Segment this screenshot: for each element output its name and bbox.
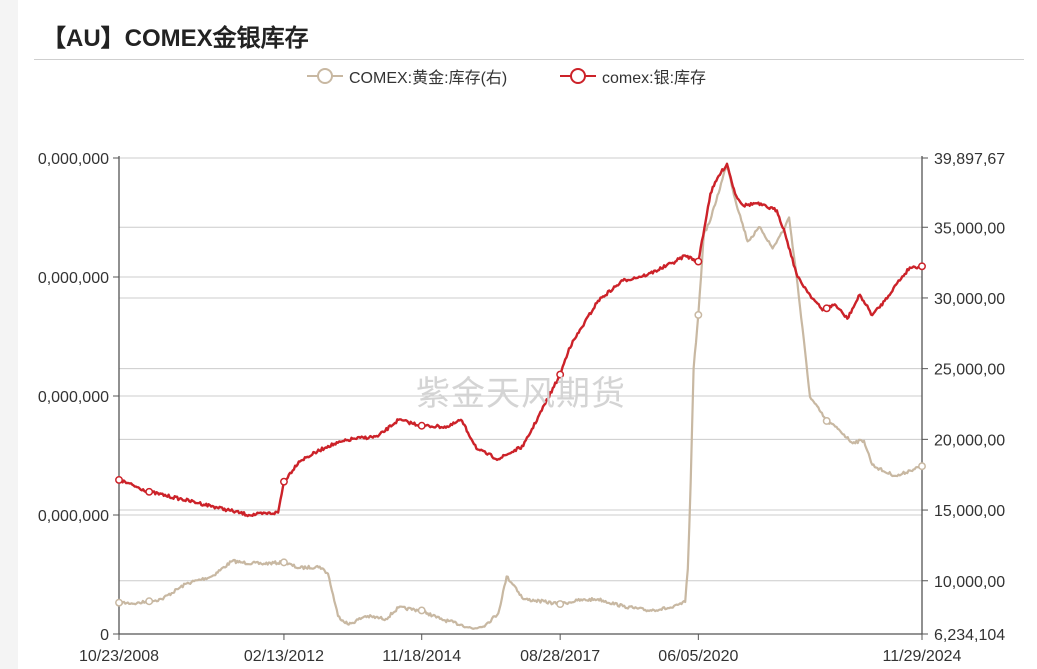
y-right-tick-label: 10,000,00 [934,574,1005,591]
y-left-tick-label: 0,000,000 [38,151,109,168]
marker-gold [822,417,831,425]
chart-panel [18,0,1037,669]
legend-silver-symbol [560,64,596,88]
marker-gold [918,462,926,471]
y-left-tick-label: 0,000,000 [38,389,109,406]
grid-left [119,157,922,516]
y-right-tick-label: 35,000,00 [934,220,1005,237]
chart-title: 【AU】COMEX金银库存 [42,25,309,52]
x-tick-label: 11/18/2014 [382,648,461,665]
y-left-tick-label: 0 [100,627,109,644]
y-right-tick-label: 25,000,00 [934,362,1005,379]
y-right-tick-label: 20,000,00 [934,432,1005,449]
marker-silver [279,477,288,486]
x-tick-label: 08/28/2017 [520,648,600,665]
watermark-text: 紫金天风期货 [416,375,626,413]
x-tick-label: 06/05/2020 [658,648,738,665]
x-tick-label: 11/29/2024 [883,648,962,665]
y-right-tick-label: 30,000,00 [934,291,1005,308]
marker-silver [918,262,926,271]
marker-silver [115,475,123,484]
legend: COMEX:黄金:库存(右) comex:银:库存 [0,64,1037,88]
tick-layer: 0 0,000,000 0,000,000 0,000,000 0,000,000 6,2… [38,151,1005,665]
legend-gold-label: COMEX:黄金:库存(右) [349,70,508,87]
marker-silver [822,304,831,313]
marker-gold [145,597,154,606]
y-left-tick-label: 0,000,000 [38,270,109,287]
y-right-tick-label: 6,234,104 [934,627,1005,644]
series-line-silver [118,162,923,518]
legend-item-silver[interactable]: comex:银:库存 [560,64,706,88]
axes [113,156,928,640]
marker-gold [556,600,565,609]
legend-gold-symbol [307,64,343,88]
title-divider [34,59,1024,60]
series-layer [118,162,923,630]
marker-silver [694,257,703,266]
legend-silver-label: comex:银:库存 [602,70,707,87]
y-left-tick-label: 0,000,000 [38,508,109,525]
marker-gold [417,606,426,615]
y-right-tick-label: 15,000,00 [934,503,1005,520]
marker-layer [115,257,926,615]
x-tick-label: 10/23/2008 [79,648,159,665]
marker-gold [115,598,123,607]
marker-gold [694,310,703,319]
series-line-gold [118,162,923,630]
legend-item-gold[interactable]: COMEX:黄金:库存(右) [307,64,507,88]
marker-gold [279,558,288,567]
marker-silver [556,370,565,379]
y-right-tick-label: 39,897,67 [934,151,1005,168]
x-tick-label: 02/13/2012 [244,648,324,665]
marker-silver [417,421,426,430]
marker-silver [145,487,154,496]
grid-right [119,157,922,582]
